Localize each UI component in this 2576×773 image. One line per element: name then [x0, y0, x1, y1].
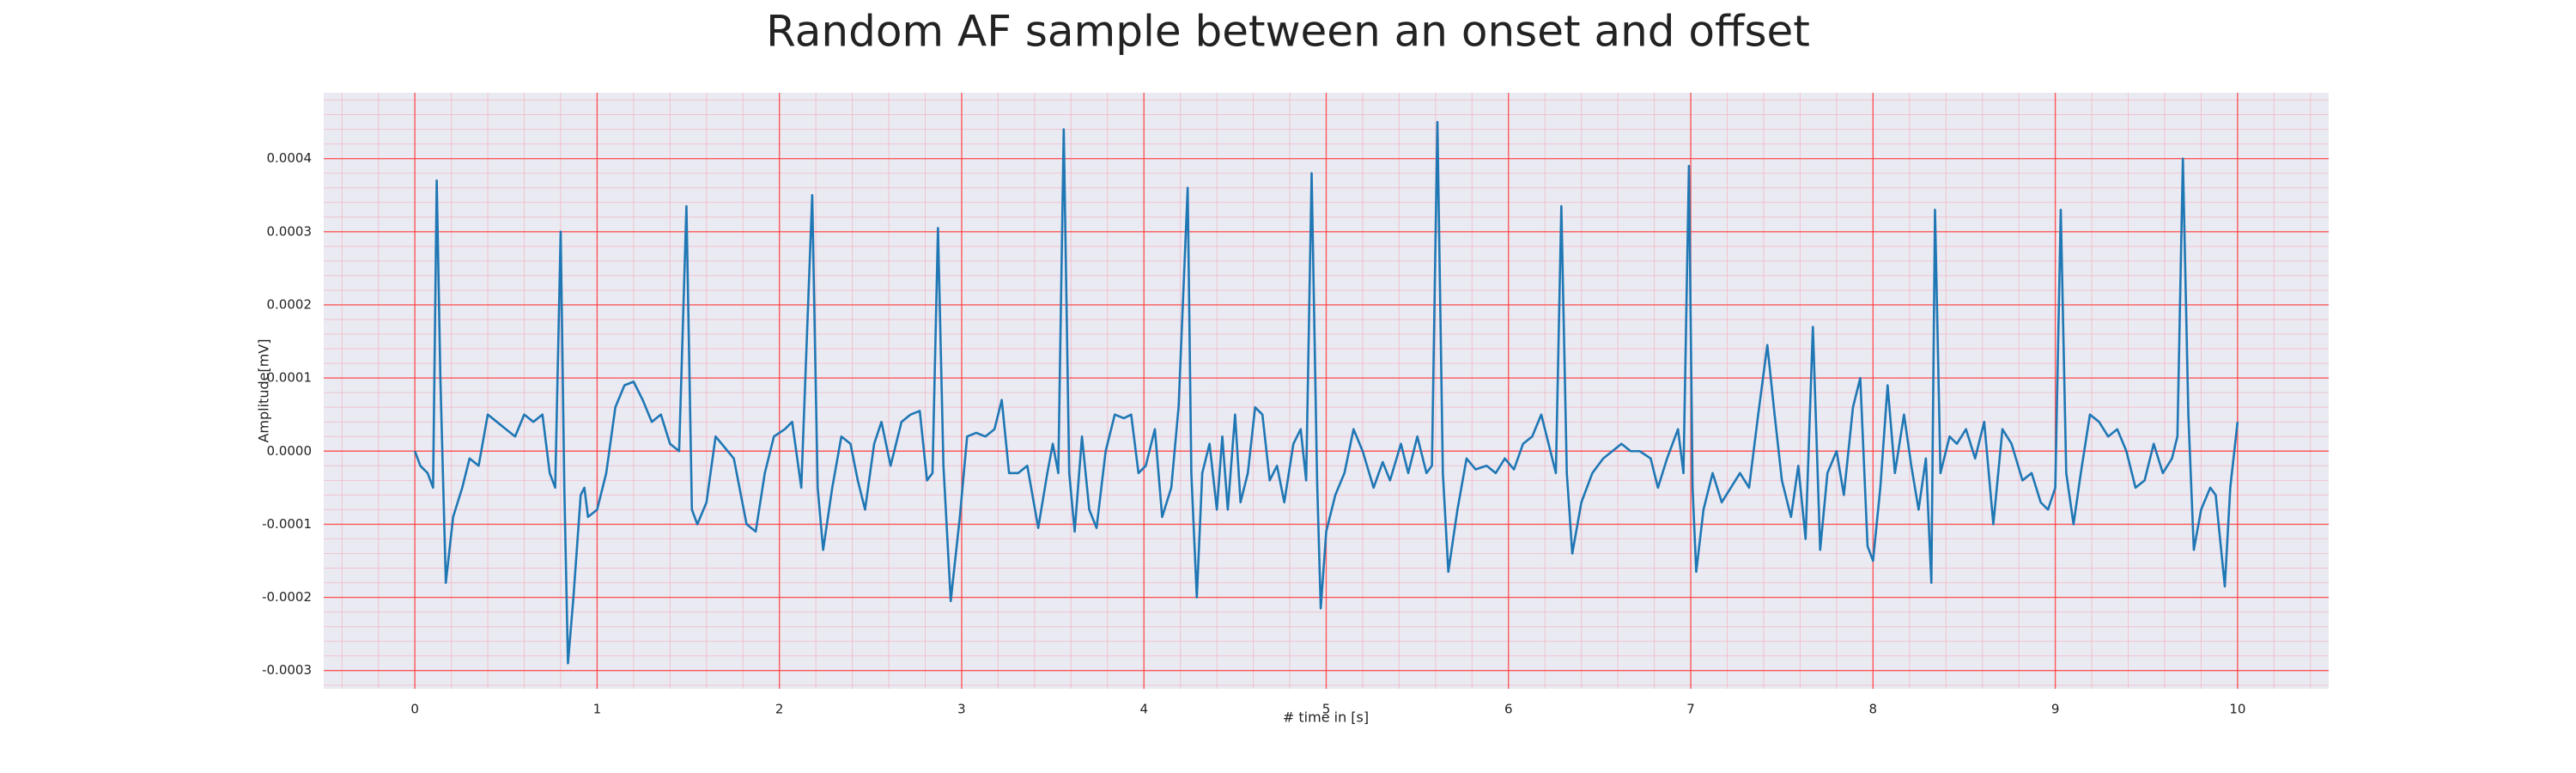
y-tick-label: 0.0001	[267, 370, 313, 386]
x-tick-label: 2	[775, 702, 784, 717]
y-tick-label: -0.0002	[262, 589, 312, 605]
x-tick-label: 5	[1322, 702, 1331, 717]
signal-line	[413, 120, 2239, 665]
x-tick-label: 3	[957, 702, 966, 717]
y-tick-label: -0.0003	[262, 662, 312, 678]
y-tick-label: 0.0002	[267, 296, 313, 312]
x-tick-label: 9	[2051, 702, 2060, 717]
y-axis-label: Amplitude[mV]	[256, 338, 272, 442]
y-tick-label: 0.0004	[267, 150, 313, 166]
major-grid	[324, 93, 2329, 689]
chart-title: Random AF sample between an onset and of…	[766, 7, 1810, 57]
x-tick-label: 10	[2229, 702, 2245, 717]
series	[413, 120, 2239, 665]
y-tick-label: -0.0001	[262, 516, 312, 532]
x-tick-label: 8	[1869, 702, 1878, 717]
y-tick-label: 0.0003	[267, 223, 313, 239]
x-tick-label: 1	[593, 702, 602, 717]
x-tick-label: 4	[1139, 702, 1148, 717]
x-tick-label: 7	[1686, 702, 1695, 717]
x-axis-label: # time in [s]	[1283, 709, 1369, 726]
x-tick-label: 6	[1504, 702, 1513, 717]
y-tick-label: 0.0000	[267, 443, 313, 459]
x-tick-label: 0	[410, 702, 419, 717]
